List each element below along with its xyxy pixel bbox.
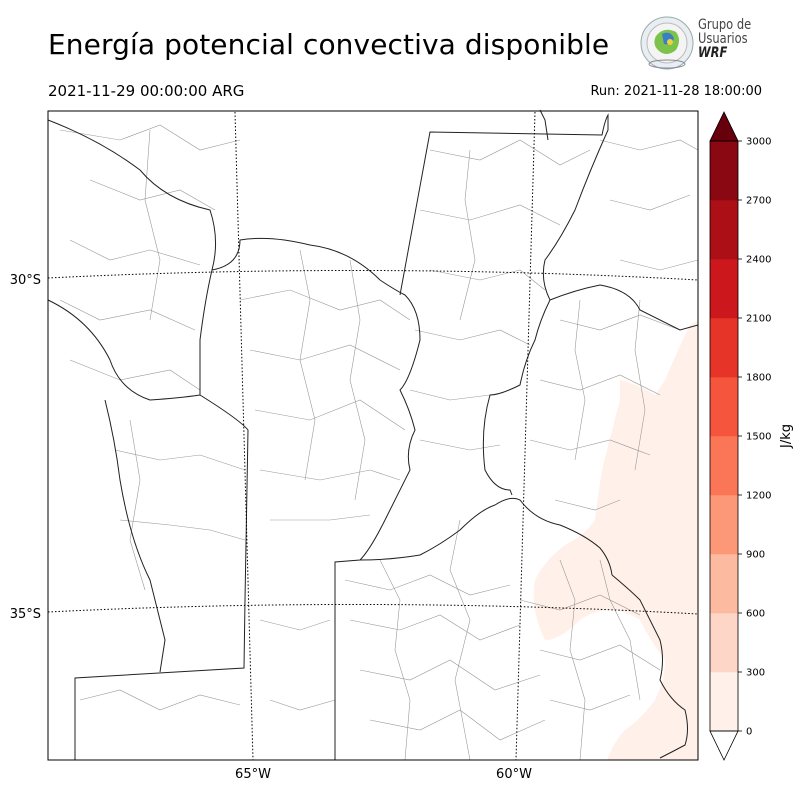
lat-label-35s: 35°S — [10, 607, 41, 622]
province-boundaries — [47, 109, 699, 760]
colorbar-tick-label: 300 — [746, 668, 765, 679]
colorbar-tick-label: 600 — [746, 609, 765, 620]
colorbar-band — [710, 141, 738, 201]
colorbar-tick-label: 3000 — [746, 137, 771, 148]
colorbar-band — [710, 259, 738, 319]
cape-shading — [533, 320, 698, 760]
lon-label-65w: 65°W — [235, 767, 271, 782]
meridian-60w — [515, 111, 536, 761]
colorbar-band — [710, 613, 738, 673]
colorbar-tick-label: 1500 — [746, 432, 771, 443]
colorbar-band — [710, 495, 738, 555]
colorbar-band — [710, 318, 738, 378]
map-title: Energía potencial convectiva disponible — [48, 28, 610, 61]
valid-time: 2021-11-29 00:00:00 ARG — [48, 82, 245, 100]
colorbar-over-arrow — [709, 111, 739, 142]
globe-logo-icon — [640, 16, 694, 70]
colorbar-band — [710, 377, 738, 437]
colorbar-band — [710, 200, 738, 260]
logo-line3: WRF — [698, 45, 728, 61]
parallel-30s — [47, 269, 699, 281]
colorbar: 0 300 600 900 1200 1500 1800 2100 2400 2700 3000 J… — [709, 111, 794, 761]
cape-region-small — [667, 464, 690, 492]
colorbar-tick-label: 0 — [746, 727, 752, 738]
colorbar-tick-label: 1800 — [746, 373, 771, 384]
run-time: Run: 2021-11-28 18:00:00 — [590, 84, 762, 99]
colorbar-band — [710, 672, 738, 732]
lat-label-30s: 30°S — [10, 273, 41, 288]
colorbar-tick-label: 900 — [746, 550, 765, 561]
colorbar-tick-label: 1200 — [746, 491, 771, 502]
colorbar-tick-label: 2400 — [746, 255, 771, 266]
graticule — [47, 111, 699, 761]
colorbar-unit: J/kg — [779, 424, 794, 449]
grupo-wrf-logo: Grupo de Usuarios WRF — [638, 14, 768, 74]
colorbar-tick-label: 2100 — [746, 314, 771, 325]
lon-label-60w: 60°W — [496, 767, 532, 782]
colorbar-band — [710, 554, 738, 614]
district-boundaries — [59, 124, 699, 761]
colorbar-under-arrow — [709, 730, 739, 761]
colorbar-band — [710, 436, 738, 496]
logo-line2: Usuarios — [698, 31, 748, 47]
cape-region-east — [533, 320, 698, 760]
colorbar-tick-label: 2700 — [746, 196, 771, 207]
parallel-35s — [47, 603, 699, 615]
logo-line1: Grupo de — [698, 17, 752, 33]
map-frame — [47, 110, 699, 761]
meridian-65w — [234, 111, 254, 761]
